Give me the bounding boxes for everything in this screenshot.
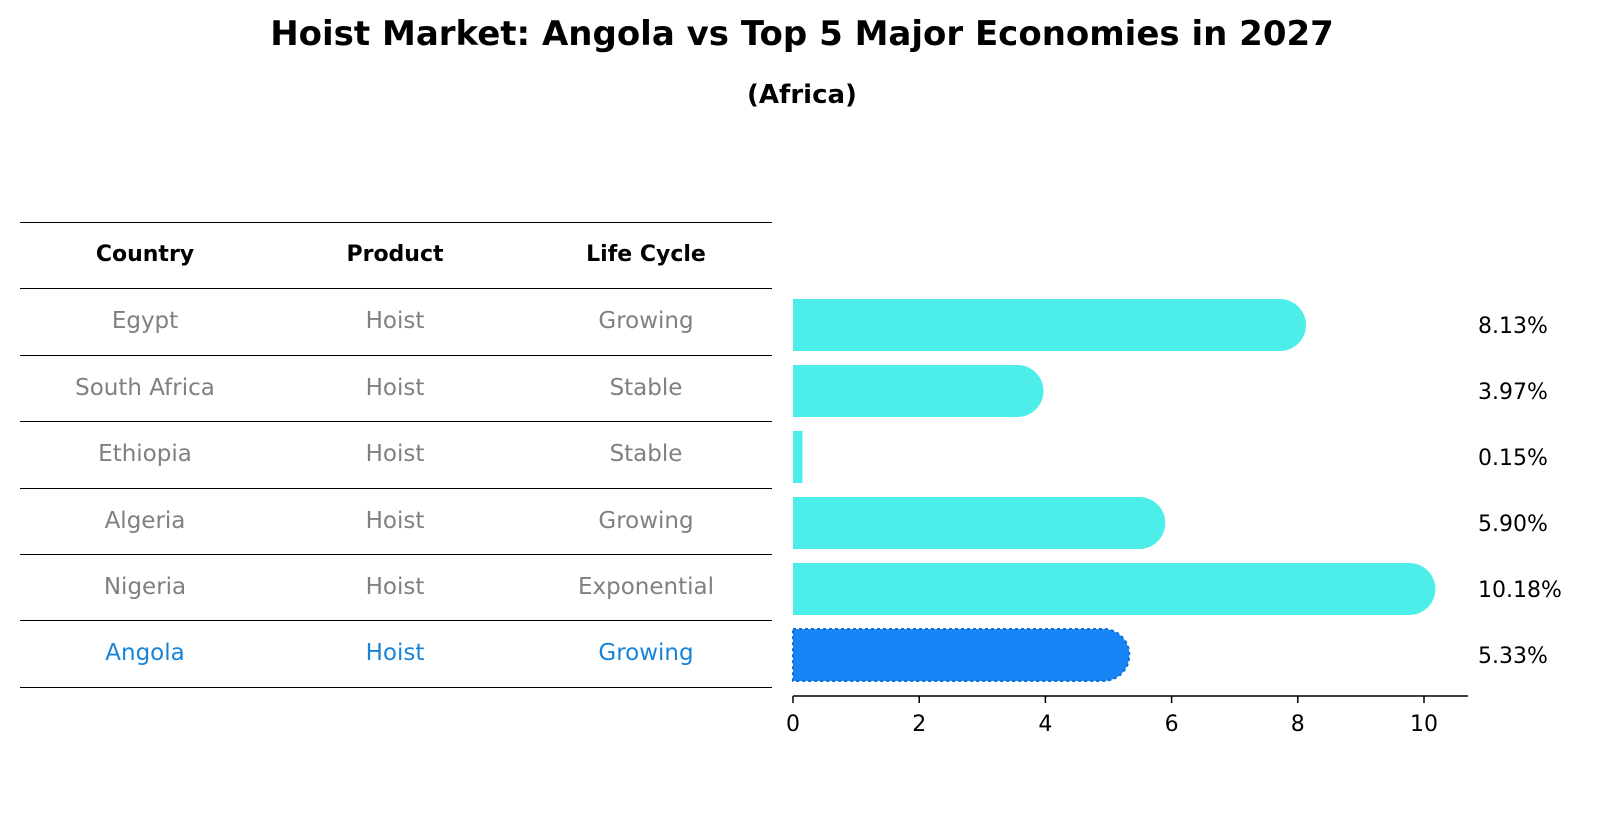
table-cell-country: Ethiopia	[98, 441, 192, 468]
bar-algeria	[793, 497, 1166, 549]
table-cell-product: Hoist	[365, 374, 425, 401]
x-tick-label: 2	[912, 712, 926, 737]
table-cell-country: Egypt	[111, 308, 179, 335]
table-cell-product: Hoist	[365, 441, 425, 468]
table-cell-product: Hoist	[365, 574, 425, 600]
table-cell-life-cycle: Stable	[609, 441, 683, 468]
table-cell-country: Angola	[105, 640, 185, 667]
chart-title: Hoist Market: Angola vs Top 5 Major Econ…	[270, 14, 1334, 54]
table-cell-life-cycle: Growing	[598, 308, 694, 335]
table-rule	[20, 686, 772, 688]
bar-value-label: 3.97%	[1478, 380, 1548, 405]
table-cell-life-cycle: Growing	[598, 640, 694, 667]
table-rule	[20, 222, 772, 223]
table-header-cell: Product	[346, 242, 444, 267]
table-cell-product: Hoist	[365, 308, 425, 335]
table-rule	[20, 554, 772, 555]
bar-value-label: 10.18%	[1478, 578, 1562, 603]
table-cell-product: Hoist	[365, 507, 425, 534]
bar-value-label: 5.90%	[1478, 512, 1548, 537]
table-header-cell: Life Cycle	[586, 242, 706, 267]
table-cell-product: Hoist	[365, 640, 425, 667]
bar-value-label: 8.13%	[1478, 314, 1548, 339]
x-tick-label: 10	[1410, 712, 1438, 737]
bar-south-africa	[793, 365, 1044, 417]
bar-angola	[793, 629, 1130, 681]
bar-nigeria	[793, 563, 1436, 615]
bar-value-label: 5.33%	[1478, 644, 1548, 669]
x-tick-label: 8	[1291, 712, 1305, 737]
bar-egypt	[793, 299, 1307, 351]
table-cell-life-cycle: Growing	[598, 507, 694, 534]
table-rule	[20, 620, 772, 622]
x-tick-label: 6	[1165, 712, 1179, 737]
bar-highlight-outline	[792, 628, 1131, 682]
table-cell-life-cycle: Stable	[609, 374, 683, 401]
table-rule	[20, 487, 772, 489]
table-rule	[20, 354, 772, 356]
chart-subtitle: (Africa)	[747, 80, 857, 110]
table-rule	[20, 288, 772, 290]
table-rule	[20, 421, 772, 423]
x-tick-label: 4	[1038, 712, 1052, 737]
bar-value-label: 0.15%	[1478, 446, 1548, 471]
x-tick-label: 0	[786, 712, 800, 737]
table-cell-life-cycle: Exponential	[577, 574, 714, 600]
table-cell-country: South Africa	[75, 374, 215, 401]
table-header-cell: Country	[95, 242, 195, 267]
bar-ethiopia	[793, 431, 803, 483]
table-cell-country: Algeria	[104, 507, 186, 534]
table-cell-country: Nigeria	[103, 574, 187, 600]
